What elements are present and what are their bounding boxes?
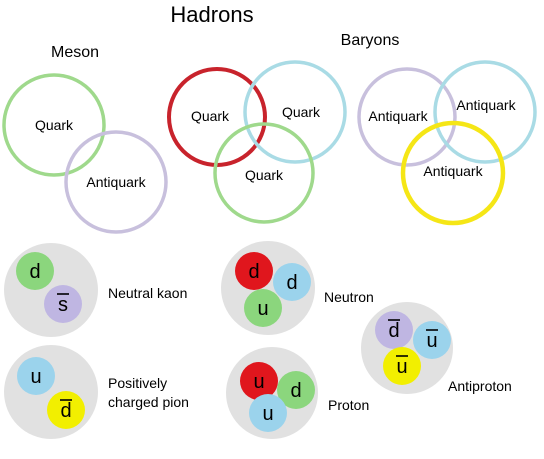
neutron-label: Neutron [324, 289, 374, 305]
diagram-title: Hadrons [170, 2, 253, 27]
neutral-kaon-label: Neutral kaon [108, 285, 187, 301]
quark-u-blue: u [249, 394, 287, 432]
quark-anti-d: d [47, 391, 85, 429]
baryon-ring-quark-green [213, 122, 315, 224]
quark-ball [413, 321, 451, 359]
quark-symbol: d [286, 272, 297, 294]
quark-ball [16, 252, 54, 290]
baryon-ring-quark-blue [243, 60, 347, 164]
baryon-rings: Quark Quark Quark [167, 60, 347, 224]
quark-ball [383, 347, 421, 385]
antibaryon-rings: Antiquark Antiquark Antiquark [357, 60, 537, 226]
antiproton: d u u Antiproton [361, 302, 512, 394]
quark-d: d [16, 252, 54, 290]
positive-pion-particle [4, 345, 98, 439]
neutron: d d u Neutron [221, 241, 374, 335]
quark-ball [44, 285, 82, 323]
antibaryon-ring-lilac [357, 67, 457, 167]
meson-ring-quark-label: Quark [35, 117, 74, 133]
quark-u-green: u [244, 289, 282, 327]
quark-symbol: u [426, 330, 437, 352]
quark-ball [375, 311, 413, 349]
quark-symbol: u [396, 356, 407, 378]
quark-symbol: d [248, 261, 259, 283]
quark-symbol: d [60, 400, 71, 422]
baryon-ring-quark-red-label: Quark [191, 108, 230, 124]
quark-u-red: u [240, 362, 278, 400]
antibaryon-ring-lilac-label: Antiquark [368, 108, 428, 124]
quark-ball [249, 394, 287, 432]
antibaryon-ring-yellow [400, 120, 506, 226]
positive-pion-label-line-2: charged pion [108, 394, 189, 410]
baryon-ring-quark-blue-label: Quark [282, 104, 321, 120]
quark-symbol: u [262, 403, 273, 425]
meson-ring-antiquark-label: Antiquark [86, 174, 146, 190]
quark-symbol: u [253, 371, 264, 393]
meson-ring-quark [2, 73, 106, 177]
baryons-heading: Baryons [341, 32, 400, 49]
quark-ball [47, 391, 85, 429]
antibaryon-ring-blue [433, 60, 537, 164]
quark-ball [273, 263, 311, 301]
meson-rings: Quark Antiquark [2, 73, 168, 234]
proton: u d u Proton [226, 347, 369, 439]
quark-anti-d-lilac: d [375, 311, 413, 349]
quark-symbol: u [257, 298, 268, 320]
quark-symbol: d [290, 380, 301, 402]
quark-u: u [17, 357, 55, 395]
quark-ball [240, 362, 278, 400]
positive-pion: u d Positively charged pion [4, 345, 189, 439]
antiproton-label: Antiproton [448, 378, 512, 394]
proton-label: Proton [328, 397, 369, 413]
quark-symbol: s [58, 294, 68, 316]
quark-ball [277, 371, 315, 409]
antibaryon-ring-blue-label: Antiquark [456, 97, 516, 113]
quark-anti-u-blue: u [413, 321, 451, 359]
antibaryon-ring-yellow-label: Antiquark [423, 163, 483, 179]
meson-ring-antiquark [64, 130, 168, 234]
positive-pion-label-line-1: Positively [108, 375, 167, 391]
quark-ball [244, 289, 282, 327]
quark-anti-s: s [44, 285, 82, 323]
meson-heading: Meson [51, 44, 99, 61]
quark-symbol: u [30, 366, 41, 388]
quark-ball [235, 252, 273, 290]
quark-d-blue: d [273, 263, 311, 301]
quark-symbol: d [29, 261, 40, 283]
neutral-kaon: d s Neutral kaon [4, 243, 187, 337]
quark-d-green: d [277, 371, 315, 409]
quark-anti-u-yellow: u [383, 347, 421, 385]
quark-d-red: d [235, 252, 273, 290]
quark-ball [17, 357, 55, 395]
quark-symbol: d [388, 320, 399, 342]
baryon-ring-quark-green-label: Quark [245, 167, 284, 183]
